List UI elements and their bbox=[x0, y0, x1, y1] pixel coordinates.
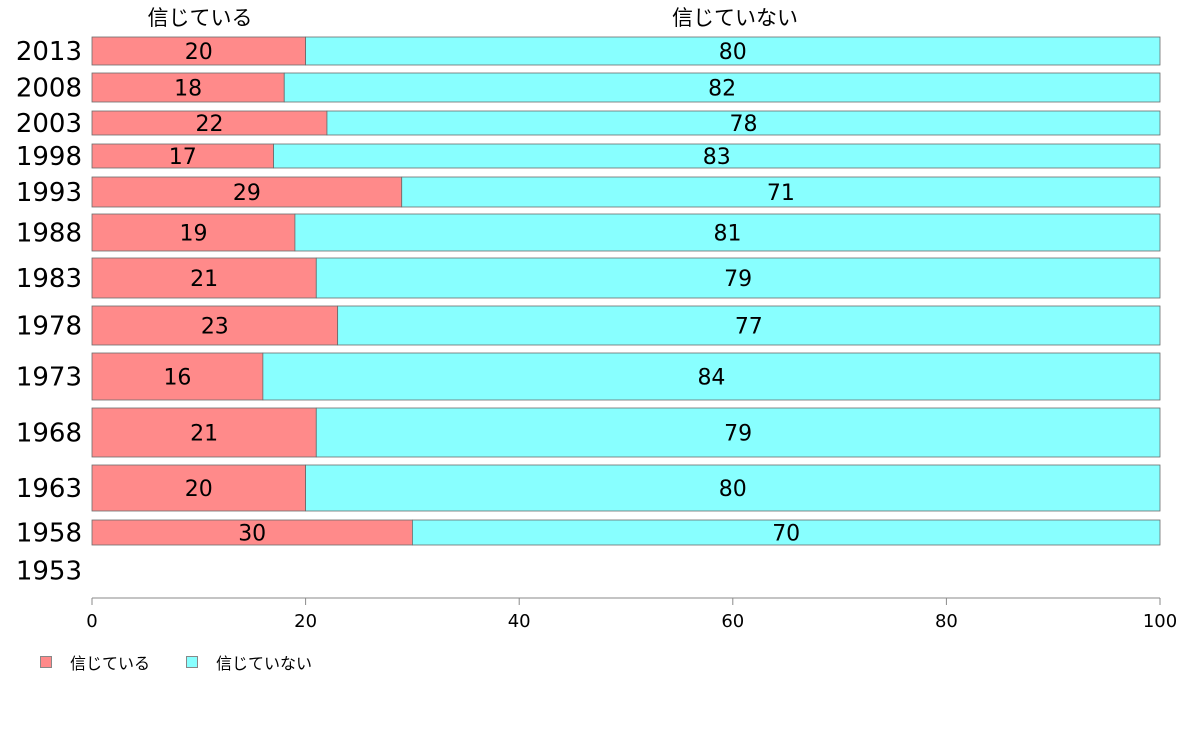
data-label: 20 bbox=[185, 477, 213, 502]
bar-believe bbox=[91, 407, 317, 458]
bar-not-believe bbox=[283, 72, 1161, 103]
y-tick-label: 1998 bbox=[16, 142, 82, 172]
bar-believe bbox=[91, 36, 307, 66]
x-tick-label: 40 bbox=[508, 611, 531, 632]
bar-not-believe bbox=[315, 407, 1161, 458]
data-label: 16 bbox=[163, 366, 191, 391]
bar-not-believe bbox=[305, 36, 1161, 66]
data-label: 23 bbox=[201, 315, 229, 340]
bar-not-believe bbox=[273, 143, 1161, 169]
bar-not-believe bbox=[337, 305, 1161, 346]
data-label: 30 bbox=[238, 522, 266, 547]
x-tick-label: 60 bbox=[721, 611, 744, 632]
data-label: 77 bbox=[735, 315, 763, 340]
legend-swatch-believe bbox=[40, 656, 52, 668]
bar-not-believe bbox=[262, 352, 1161, 401]
bar-believe bbox=[91, 176, 403, 208]
data-label: 83 bbox=[703, 145, 731, 170]
y-tick-label: 1963 bbox=[16, 474, 82, 504]
bar-not-believe bbox=[411, 519, 1161, 546]
bar-not-believe bbox=[294, 213, 1161, 252]
x-tick-label: 80 bbox=[935, 611, 958, 632]
data-label: 21 bbox=[190, 267, 218, 292]
data-label: 17 bbox=[169, 145, 197, 170]
x-tick-label: 100 bbox=[1143, 611, 1177, 632]
y-tick-label: 1988 bbox=[16, 219, 82, 249]
bar-believe bbox=[91, 519, 413, 546]
y-tick-label: 1973 bbox=[16, 363, 82, 393]
y-tick-label: 1993 bbox=[16, 178, 82, 208]
y-tick-label: 1958 bbox=[16, 519, 82, 549]
bar-not-believe bbox=[401, 176, 1161, 208]
column-header-0: 信じている bbox=[148, 6, 253, 30]
data-label: 80 bbox=[719, 477, 747, 502]
y-tick-label: 1968 bbox=[16, 419, 82, 449]
bar-believe bbox=[91, 110, 328, 136]
bar-believe bbox=[91, 143, 274, 169]
bar-believe bbox=[91, 464, 307, 512]
y-tick-label: 2013 bbox=[16, 37, 82, 67]
y-tick-label: 2003 bbox=[16, 109, 82, 139]
data-label: 70 bbox=[772, 522, 800, 547]
bar-not-believe bbox=[326, 110, 1161, 136]
bar-believe bbox=[91, 72, 285, 103]
y-tick-label: 1983 bbox=[16, 264, 82, 294]
data-label: 78 bbox=[729, 112, 757, 137]
data-label: 71 bbox=[767, 181, 795, 206]
bar-not-believe bbox=[315, 257, 1161, 299]
y-tick-label: 1978 bbox=[16, 312, 82, 342]
legend-item-believe: 信じている bbox=[40, 650, 150, 674]
legend-label-not-believe: 信じていない bbox=[216, 654, 313, 673]
x-tick-label: 0 bbox=[86, 611, 97, 632]
data-label: 80 bbox=[719, 40, 747, 65]
data-label: 21 bbox=[190, 422, 218, 447]
legend-label-believe: 信じている bbox=[70, 654, 151, 673]
column-header-1: 信じていない bbox=[672, 6, 798, 30]
data-label: 18 bbox=[174, 77, 202, 102]
bar-believe bbox=[91, 257, 317, 299]
data-label: 81 bbox=[713, 222, 741, 247]
y-tick-label: 2008 bbox=[16, 74, 82, 104]
legend: 信じている 信じていない bbox=[40, 650, 348, 674]
data-label: 20 bbox=[185, 40, 213, 65]
bar-believe bbox=[91, 352, 264, 401]
bar-not-believe bbox=[305, 464, 1161, 512]
data-label: 19 bbox=[179, 222, 207, 247]
data-label: 84 bbox=[697, 366, 725, 391]
data-label: 82 bbox=[708, 77, 736, 102]
data-label: 79 bbox=[724, 267, 752, 292]
legend-item-not-believe: 信じていない bbox=[186, 650, 312, 674]
data-label: 29 bbox=[233, 181, 261, 206]
data-label: 79 bbox=[724, 422, 752, 447]
data-label: 22 bbox=[195, 112, 223, 137]
y-tick-label: 1953 bbox=[16, 557, 82, 587]
x-tick-label: 20 bbox=[294, 611, 317, 632]
legend-swatch-not-believe bbox=[186, 656, 199, 668]
